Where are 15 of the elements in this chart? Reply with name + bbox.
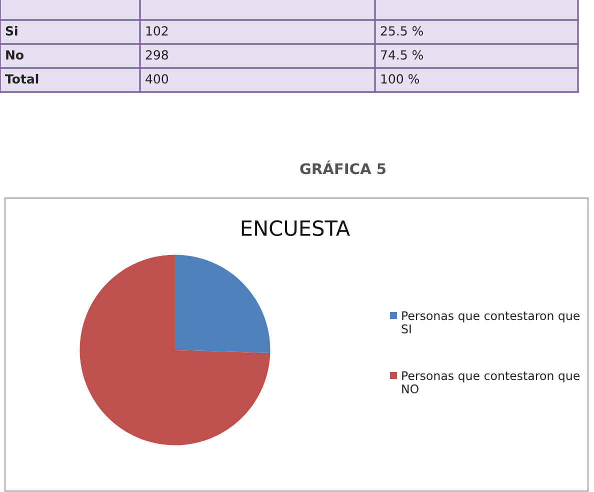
chart-title: ENCUESTA — [242, 220, 350, 236]
text: 74.5 % — [381, 50, 423, 60]
pie-slice — [80, 254, 270, 446]
text: 102 — [146, 26, 168, 36]
text: Si — [6, 26, 18, 36]
legend-label: Personas que contestaron que SI — [402, 311, 580, 334]
text: 298 — [146, 50, 168, 60]
text: GRÁFICA 5 — [300, 160, 386, 174]
text: No — [6, 50, 24, 60]
text: Total — [5, 74, 38, 84]
legend-label: Personas que contestaron que NO — [402, 371, 580, 394]
pie-slice — [175, 254, 270, 353]
text: 100 % — [381, 74, 420, 84]
text: 25.5 % — [380, 26, 423, 36]
text: 400 — [146, 74, 168, 84]
